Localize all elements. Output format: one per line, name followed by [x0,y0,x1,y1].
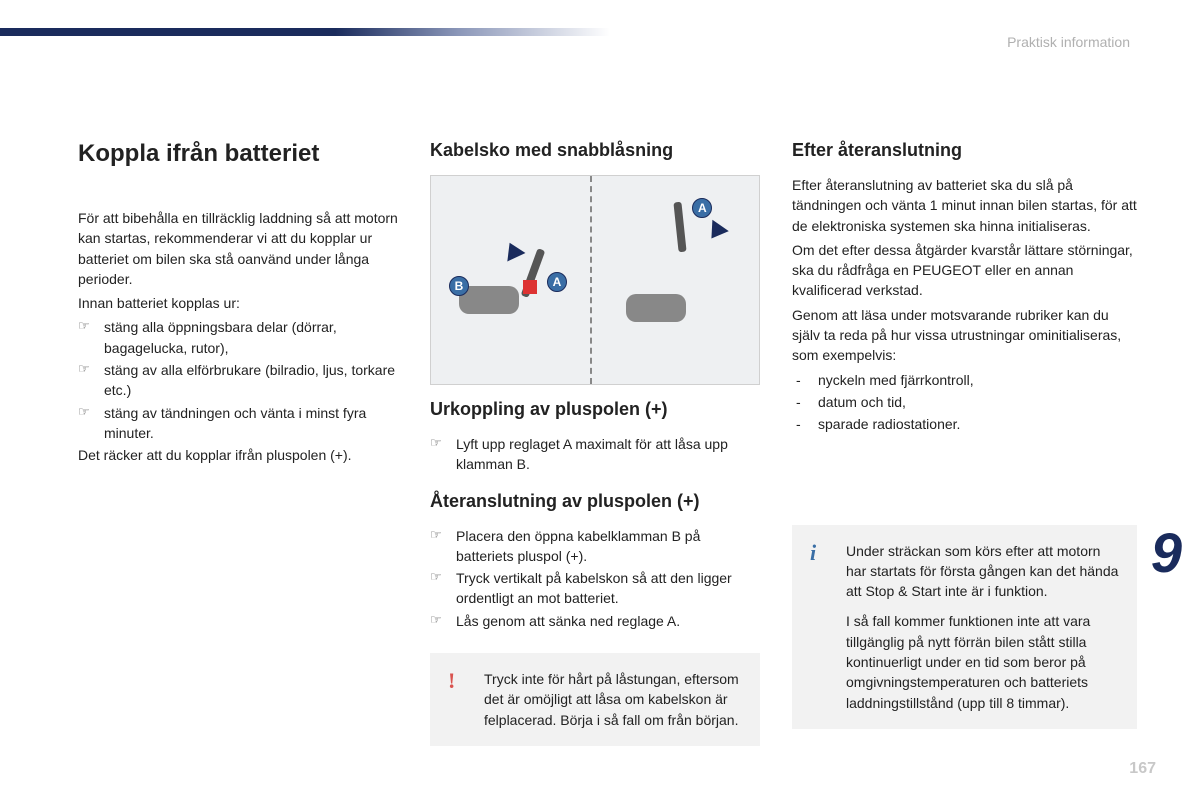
list-item: stäng av tändningen och vänta i minst fy… [78,403,398,444]
chapter-number: 9 [1151,520,1182,585]
reconnect-list: Placera den öppna kabelklamman B på batt… [430,526,760,631]
warning-box: ! Tryck inte för hårt på låstungan, efte… [430,653,760,746]
info-icon: i [810,537,816,569]
before-list: stäng alla öppningsbara delar (dörrar, b… [78,317,398,443]
heading-clamp: Kabelsko med snabblåsning [430,140,760,161]
paragraph: Efter återanslutning av batteriet ska du… [792,175,1137,236]
heading-after-reconnect: Efter återanslutning [792,140,1137,161]
info-text: I så fall kommer funktionen inte att var… [846,611,1119,712]
heading-disconnect: Urkoppling av pluspolen (+) [430,399,760,420]
warning-icon: ! [448,665,455,697]
page-title: Koppla ifrån batteriet [78,140,398,168]
disconnect-list: Lyft upp reglaget A maximalt för att lås… [430,434,760,475]
list-item: nyckeln med fjärrkontroll, [792,370,1137,390]
before-label: Innan batteriet kopplas ur: [78,293,398,313]
header-gradient-bar [0,28,610,36]
list-item: sparade radiostationer. [792,414,1137,434]
list-item: stäng av alla elförbrukare (bilradio, lj… [78,360,398,401]
list-item: Tryck vertikalt på kabelskon så att den … [430,568,760,609]
list-item: Placera den öppna kabelklamman B på batt… [430,526,760,567]
page-content: Koppla ifrån batteriet För att bibehålla… [78,140,1140,746]
diagram-label-b: B [449,276,469,296]
list-item: datum och tid, [792,392,1137,412]
info-box: i Under sträckan som körs efter att moto… [792,525,1137,729]
info-text: Under sträckan som körs efter att motorn… [846,541,1119,602]
column-3: Efter återanslutning Efter återanslutnin… [792,140,1137,746]
clamp-diagram: B A A [430,175,760,385]
reset-list: nyckeln med fjärrkontroll, datum och tid… [792,370,1137,435]
section-label: Praktisk information [1007,34,1130,50]
after-paragraph: Det räcker att du kopplar ifrån pluspole… [78,445,398,465]
paragraph: Genom att läsa under motsvarande rubrike… [792,305,1137,366]
list-item: Lyft upp reglaget A maximalt för att lås… [430,434,760,475]
warning-text: Tryck inte för hårt på låstungan, efters… [484,669,742,730]
diagram-label-a: A [547,272,567,292]
column-2: Kabelsko med snabblåsning B A A Urkoppli… [430,140,760,746]
column-1: Koppla ifrån batteriet För att bibehålla… [78,140,398,746]
list-item: stäng alla öppningsbara delar (dörrar, b… [78,317,398,358]
list-item: Lås genom att sänka ned reglage A. [430,611,760,631]
diagram-label-a: A [692,198,712,218]
heading-reconnect: Återanslutning av pluspolen (+) [430,491,760,512]
paragraph: Om det efter dessa åtgärder kvarstår lät… [792,240,1137,301]
page-number: 167 [1129,760,1156,778]
intro-paragraph: För att bibehålla en tillräcklig laddnin… [78,208,398,289]
